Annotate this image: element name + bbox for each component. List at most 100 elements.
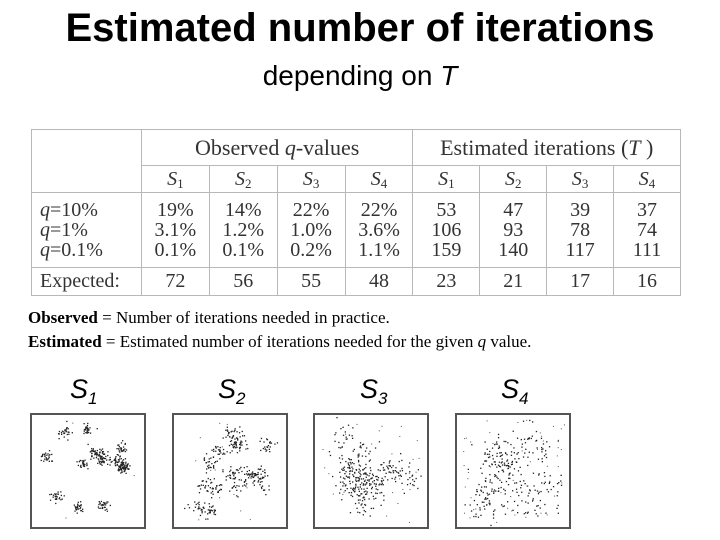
- scatter-dot: [537, 493, 540, 495]
- scatter-dot: [128, 468, 130, 470]
- scatter-dot: [126, 466, 128, 468]
- scatter-dot: [365, 479, 367, 481]
- scatter-dot: [401, 470, 404, 472]
- scatter-dot: [398, 475, 400, 477]
- scatter-dot: [116, 448, 118, 450]
- scatter-dot: [484, 498, 486, 500]
- scatter-dot: [514, 514, 516, 516]
- note-term: Estimated: [28, 332, 102, 351]
- scatter-dot: [64, 429, 66, 431]
- table-corner-cell: [31, 128, 142, 194]
- scatter-dot: [500, 455, 502, 457]
- scatter-dot: [225, 476, 227, 478]
- scatter-dot: [488, 502, 490, 504]
- scatter-dot: [469, 504, 471, 506]
- scatter-dot: [226, 451, 228, 453]
- scatter-dot: [54, 493, 56, 495]
- scatter-dot: [222, 437, 224, 439]
- scatter-dot: [365, 483, 367, 485]
- scatter-dot: [345, 471, 347, 473]
- scatter-dot: [527, 464, 529, 467]
- scatter-dot: [541, 447, 543, 449]
- scatter-dot: [464, 504, 466, 506]
- scatter-dot: [232, 444, 234, 446]
- scatter-dot: [375, 497, 377, 499]
- scatter-dot: [408, 466, 410, 468]
- scatter-dot: [61, 498, 63, 500]
- scatter-dot: [257, 480, 260, 482]
- scatter-dot: [507, 462, 510, 464]
- scatter-dot: [385, 472, 387, 474]
- scatter-dot: [210, 457, 212, 459]
- scatter-dot: [349, 458, 351, 461]
- scatter-dot: [351, 495, 354, 498]
- scatter-dot: [58, 438, 60, 440]
- scatter-dot: [516, 453, 518, 455]
- scatter-dot: [407, 478, 409, 481]
- scatter-dot: [399, 474, 402, 476]
- scatter-dot: [115, 460, 117, 462]
- scatter-dot: [40, 459, 42, 462]
- scatter-dot: [254, 480, 256, 482]
- scatter-dot: [119, 467, 122, 469]
- scatter-dot: [59, 497, 61, 499]
- scatter-dot: [507, 442, 509, 444]
- scatter-dot: [266, 446, 268, 448]
- estimated-set-header: S3: [546, 165, 615, 194]
- page-title: Estimated number of iterations: [65, 6, 655, 50]
- scatter-dot: [100, 500, 103, 503]
- scatter-dot: [409, 477, 411, 479]
- scatter-dot: [527, 511, 529, 513]
- scatter-dot: [537, 505, 539, 507]
- scatter-dot: [365, 472, 367, 474]
- scatter-dot: [63, 436, 65, 438]
- scatter-dot: [205, 518, 207, 520]
- scatter-dot: [358, 461, 360, 463]
- scatter-dot: [87, 422, 89, 425]
- scatter-dot: [103, 503, 105, 506]
- scatter-dot: [233, 442, 236, 444]
- scatter-dot: [54, 493, 57, 495]
- scatter-dot: [366, 474, 368, 476]
- table-cell: 93: [503, 219, 524, 242]
- scatter-dot: [392, 470, 394, 472]
- table-cell: 111: [632, 239, 662, 262]
- scatter-dot: [252, 471, 254, 473]
- set-subscript: 4: [648, 176, 656, 192]
- scatter-dot: [405, 472, 407, 475]
- scatter-dot: [394, 470, 397, 472]
- dataset-label-s1: S1: [70, 374, 97, 407]
- scatter-dot: [214, 513, 217, 516]
- scatter-dot: [487, 494, 489, 496]
- note-term: Observed: [28, 308, 98, 327]
- scatter-dot: [381, 425, 383, 427]
- note-observed: Observed = Number of iterations needed i…: [28, 306, 531, 330]
- scatter-dot: [87, 443, 89, 446]
- scatter-dot: [484, 441, 486, 443]
- scatter-dot: [84, 463, 86, 466]
- scatter-dot: [403, 492, 405, 494]
- scatter-dot: [46, 458, 48, 460]
- scatter-dot: [392, 472, 395, 474]
- scatter-dot: [261, 477, 264, 479]
- scatter-dot: [91, 455, 93, 457]
- scatter-dot: [366, 491, 368, 493]
- scatter-dot: [477, 516, 480, 518]
- scatter-dot: [65, 517, 67, 519]
- scatter-dot: [486, 448, 488, 450]
- table-cell: 117: [565, 239, 595, 262]
- scatter-dot: [226, 430, 229, 432]
- scatter-dot: [409, 471, 411, 473]
- scatter-dot: [358, 502, 360, 504]
- scatter-dot: [269, 442, 271, 444]
- scatter-dot: [485, 480, 487, 483]
- scatter-dot: [212, 505, 214, 506]
- scatter-dot: [57, 491, 59, 493]
- scatter-dot: [541, 448, 543, 451]
- scatter-dot: [248, 469, 250, 472]
- scatter-dot: [517, 422, 519, 423]
- scatter-dot: [506, 460, 508, 462]
- scatter-dot: [236, 495, 238, 497]
- table-cell: 1.0%: [290, 219, 332, 242]
- table-cell: 23: [412, 266, 481, 297]
